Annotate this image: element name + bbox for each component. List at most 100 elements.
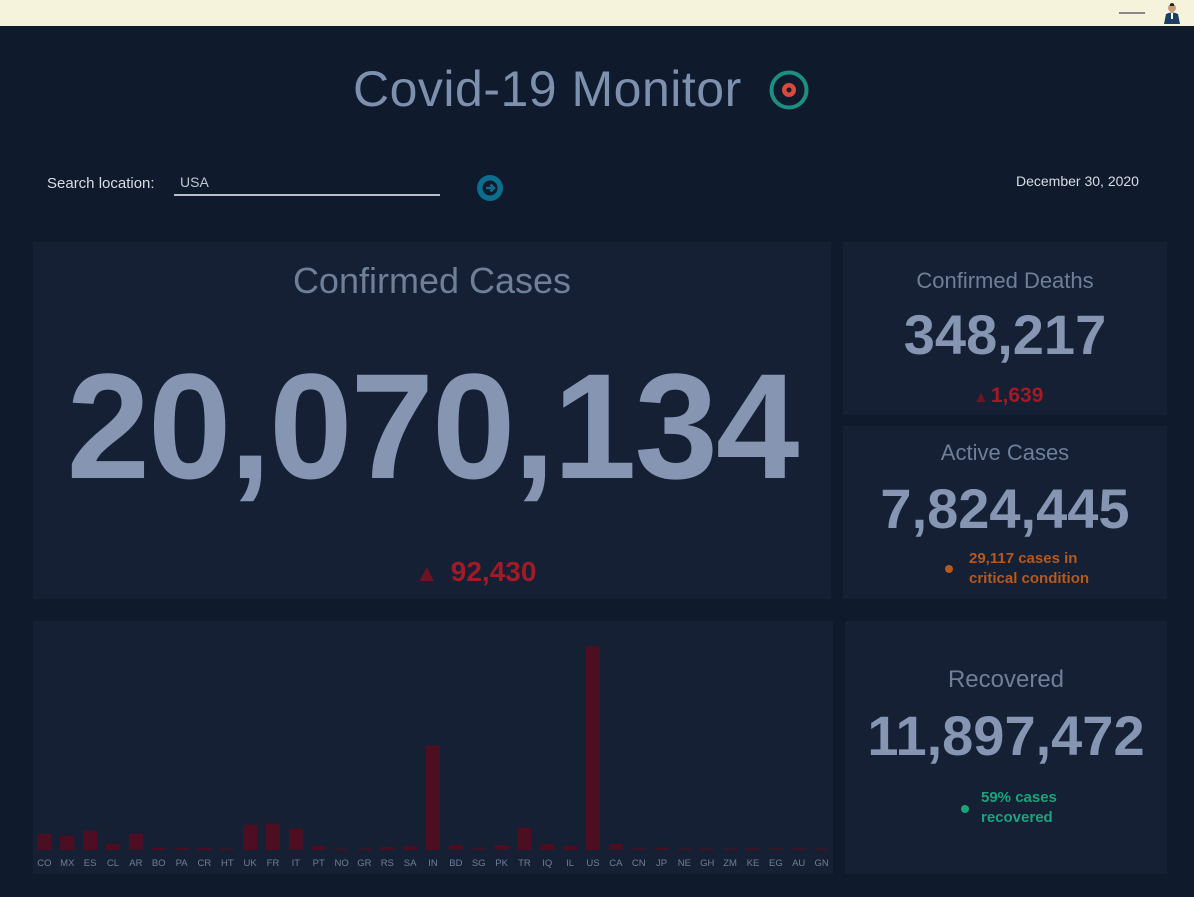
user-avatar-icon[interactable] [1160, 2, 1184, 24]
bar-au[interactable] [791, 848, 806, 851]
x-tick-label-ne: NE [678, 858, 691, 869]
x-tick-label-uk: UK [243, 858, 257, 869]
confirmed-deaths-card: Confirmed Deaths 348,217 ▲1,639 [843, 242, 1167, 415]
x-tick-label-bo: BO [152, 858, 166, 869]
x-tick-label-pa: PA [176, 858, 189, 869]
x-tick-label-mx: MX [60, 858, 75, 869]
search-input[interactable] [174, 170, 440, 196]
confirmed-deaths-delta: ▲1,639 [973, 384, 1043, 408]
confirmed-cases-delta: ▲ 92,430 [415, 556, 536, 588]
x-tick-label-cl: CL [107, 858, 119, 869]
bar-ne[interactable] [677, 848, 692, 851]
bar-it[interactable] [288, 828, 303, 850]
bar-il[interactable] [563, 845, 578, 850]
x-tick-label-eg: EG [769, 858, 783, 869]
bar-in[interactable] [426, 745, 440, 851]
bar-es[interactable] [83, 830, 98, 850]
recovered-value: 11,897,472 [867, 704, 1145, 767]
x-tick-label-sg: SG [472, 858, 486, 869]
bar-iq[interactable] [540, 843, 555, 850]
active-cases-card: Active Cases 7,824,445 29,117 cases in c… [843, 426, 1167, 599]
target-icon [769, 70, 809, 110]
confirmed-deaths-value: 348,217 [903, 303, 1107, 366]
recovered-note: 59% cases recovered [981, 789, 1057, 826]
x-tick-label-au: AU [792, 858, 805, 869]
x-tick-label-fr: FR [267, 858, 280, 869]
search-submit-button[interactable] [477, 175, 503, 201]
bar-uk[interactable] [243, 824, 258, 850]
confirmed-deaths-title: Confirmed Deaths [916, 268, 1094, 293]
bar-pk[interactable] [494, 845, 509, 850]
bar-cl[interactable] [106, 843, 120, 850]
x-tick-label-gn: GN [814, 858, 828, 869]
bar-eg[interactable] [768, 848, 783, 851]
x-tick-label-es: ES [84, 858, 97, 869]
active-cases-title: Active Cases [940, 440, 1070, 465]
x-tick-label-ke: KE [747, 858, 760, 869]
bar-cn[interactable] [631, 848, 646, 851]
confirmed-cases-card: Confirmed Cases 20,070,134 ▲ 92,430 [33, 242, 831, 599]
bar-pt[interactable] [311, 845, 326, 850]
bar-ke[interactable] [746, 848, 760, 851]
bar-ht[interactable] [220, 848, 235, 851]
critical-cases-note: 29,117 cases in critical condition [969, 550, 1090, 587]
bar-tr[interactable] [517, 827, 532, 850]
bar-rs[interactable] [380, 847, 395, 850]
recovered-dot-icon [961, 805, 969, 813]
bar-bo[interactable] [151, 848, 166, 850]
recovered-title: Recovered [947, 666, 1065, 693]
x-tick-label-ht: HT [221, 858, 234, 869]
confirmed-cases-delta-value: 92,430 [450, 556, 537, 587]
bar-zm[interactable] [723, 848, 738, 851]
arrow-right-icon [482, 180, 498, 196]
bar-ca[interactable] [608, 844, 623, 850]
x-tick-label-co: CO [37, 858, 51, 869]
critical-dot-icon [945, 565, 953, 573]
recovered-card: Recovered 11,897,472 59% cases recovered [845, 621, 1167, 874]
bar-co[interactable] [37, 833, 52, 850]
report-date: December 30, 2020 [1016, 173, 1139, 189]
page-title: Covid-19 Monitor [353, 61, 742, 117]
x-tick-label-gh: GH [700, 858, 714, 869]
x-tick-label-iq: IQ [542, 858, 552, 869]
bar-ar[interactable] [128, 833, 143, 850]
x-tick-label-tr: TR [518, 858, 531, 869]
x-tick-label-pt: PT [313, 858, 325, 869]
x-tick-label-it: IT [292, 858, 301, 869]
confirmed-deaths-delta-value: 1,639 [990, 384, 1044, 407]
bar-sa[interactable] [403, 846, 418, 850]
bar-jp[interactable] [654, 847, 669, 850]
x-tick-label-ar: AR [129, 858, 142, 869]
x-tick-label-bd: BD [449, 858, 462, 869]
bar-mx[interactable] [60, 835, 75, 850]
x-tick-label-no: NO [334, 858, 348, 869]
bar-cr[interactable] [197, 848, 212, 850]
bar-gr[interactable] [357, 848, 372, 851]
bar-fr[interactable] [266, 823, 280, 850]
bar-no[interactable] [334, 848, 349, 851]
increase-triangle-icon: ▲ [973, 389, 989, 406]
bar-gh[interactable] [700, 848, 715, 851]
bar-gn[interactable] [814, 848, 829, 851]
confirmed-cases-value: 20,070,134 [66, 342, 800, 510]
x-tick-label-zm: ZM [723, 858, 737, 869]
bar-sg[interactable] [471, 848, 486, 851]
bar-bd[interactable] [448, 844, 463, 850]
bar-pa[interactable] [174, 848, 189, 850]
x-tick-label-cr: CR [198, 858, 212, 869]
x-tick-label-rs: RS [381, 858, 394, 869]
x-tick-label-gr: GR [357, 858, 371, 869]
confirmed-cases-title: Confirmed Cases [292, 260, 572, 301]
minimize-button[interactable] [1119, 12, 1145, 14]
x-tick-label-cn: CN [632, 858, 646, 869]
chart-svg: CO MX ES CL AR BO PA CR HT UK FR IT PT NO GR RS SA IN BD SG… [37, 646, 829, 869]
bar-us[interactable] [586, 646, 600, 850]
increase-triangle-icon: ▲ [415, 560, 439, 587]
country-bar-chart: CO MX ES CL AR BO PA CR HT UK FR IT PT NO GR RS SA IN BD SG… [33, 621, 833, 874]
x-tick-label-il: IL [566, 858, 574, 869]
x-tick-label-jp: JP [656, 858, 667, 869]
window-top-bar [0, 0, 1194, 26]
x-tick-label-sa: SA [404, 858, 417, 869]
search-label: Search location: [47, 175, 155, 192]
x-tick-label-pk: PK [495, 858, 508, 869]
